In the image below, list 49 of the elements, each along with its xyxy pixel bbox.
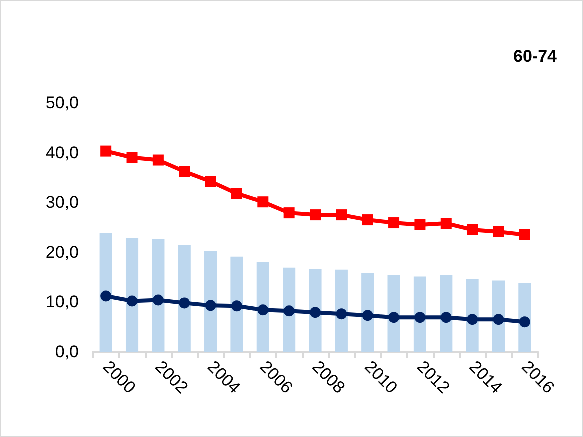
point	[414, 220, 426, 231]
point	[467, 314, 478, 326]
point	[284, 208, 295, 219]
bar	[100, 233, 112, 352]
bar	[283, 268, 296, 352]
point	[205, 176, 216, 188]
point	[388, 218, 400, 229]
point	[126, 296, 138, 307]
point	[152, 294, 164, 306]
bar	[178, 245, 191, 352]
point	[493, 226, 504, 238]
bar	[126, 238, 139, 352]
y-tick-label: 30,0	[46, 193, 79, 212]
bar	[256, 262, 270, 352]
point	[152, 154, 164, 166]
point	[336, 210, 348, 221]
y-tick-label: 50,0	[46, 94, 79, 112]
point	[100, 290, 112, 302]
point	[414, 312, 426, 324]
point	[179, 166, 190, 178]
point	[231, 188, 242, 200]
point	[440, 312, 452, 324]
bar	[152, 239, 165, 352]
chart-title: 60-74	[514, 47, 558, 66]
point	[467, 224, 478, 236]
point	[440, 218, 452, 230]
point	[258, 196, 269, 208]
point	[493, 314, 504, 326]
bar	[335, 270, 348, 352]
y-tick-label: 40,0	[46, 143, 79, 162]
point	[310, 210, 321, 221]
point	[388, 312, 400, 324]
point	[205, 300, 216, 312]
y-tick-label: 20,0	[46, 242, 79, 262]
point	[100, 146, 112, 157]
point	[519, 229, 530, 240]
point	[362, 310, 374, 322]
point	[258, 304, 269, 316]
bar	[204, 251, 218, 352]
bar	[230, 256, 244, 352]
point	[519, 316, 530, 328]
y-tick-label: 10,0	[46, 292, 79, 312]
point	[231, 300, 242, 312]
point	[126, 152, 138, 164]
point	[362, 214, 374, 226]
point	[179, 298, 190, 309]
y-tick-label: 0,0	[55, 342, 79, 362]
point	[336, 308, 348, 320]
point	[284, 306, 295, 317]
